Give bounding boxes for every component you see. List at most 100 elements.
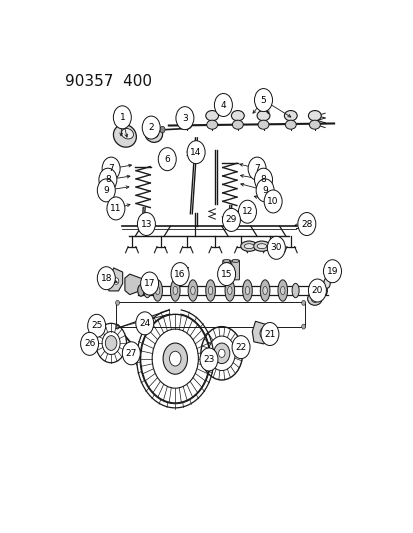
Ellipse shape: [242, 280, 252, 301]
Ellipse shape: [205, 280, 215, 301]
Circle shape: [99, 168, 116, 191]
Circle shape: [187, 141, 204, 164]
Ellipse shape: [121, 128, 133, 139]
Text: 25: 25: [91, 321, 102, 330]
Circle shape: [218, 349, 225, 358]
Text: 7: 7: [254, 164, 259, 173]
Circle shape: [254, 88, 272, 111]
Circle shape: [213, 343, 229, 364]
Circle shape: [115, 301, 119, 305]
Ellipse shape: [170, 280, 180, 301]
Ellipse shape: [291, 284, 299, 298]
Text: 12: 12: [241, 207, 252, 216]
Polygon shape: [108, 268, 122, 291]
Polygon shape: [125, 274, 144, 295]
Circle shape: [105, 336, 116, 350]
Text: 10: 10: [267, 197, 278, 206]
Text: 14: 14: [190, 148, 201, 157]
Ellipse shape: [244, 286, 249, 295]
Ellipse shape: [228, 228, 232, 231]
Ellipse shape: [149, 130, 158, 138]
Circle shape: [115, 324, 119, 329]
Text: 2: 2: [148, 123, 154, 132]
FancyBboxPatch shape: [231, 260, 239, 280]
Ellipse shape: [262, 286, 267, 295]
Circle shape: [140, 272, 158, 295]
Circle shape: [232, 336, 249, 359]
Circle shape: [88, 314, 105, 337]
Text: 18: 18: [100, 273, 112, 282]
Circle shape: [97, 179, 115, 202]
Circle shape: [254, 168, 272, 191]
Text: 16: 16: [174, 270, 185, 279]
Circle shape: [171, 263, 189, 286]
Ellipse shape: [188, 280, 197, 301]
Text: 21: 21: [263, 329, 275, 338]
Circle shape: [107, 197, 125, 220]
Ellipse shape: [208, 286, 212, 295]
Ellipse shape: [284, 110, 297, 121]
Text: 30: 30: [270, 244, 281, 252]
Ellipse shape: [206, 120, 217, 129]
Ellipse shape: [145, 125, 162, 142]
Text: 23: 23: [203, 355, 214, 364]
Ellipse shape: [138, 285, 144, 296]
Circle shape: [159, 126, 165, 133]
Ellipse shape: [309, 120, 320, 129]
Polygon shape: [252, 321, 275, 344]
Text: 6: 6: [164, 155, 170, 164]
Text: 20: 20: [311, 286, 322, 295]
Text: 22: 22: [235, 343, 246, 352]
Text: 19: 19: [326, 266, 337, 276]
Ellipse shape: [277, 280, 287, 301]
Ellipse shape: [308, 110, 320, 121]
Text: 9: 9: [261, 186, 267, 195]
Ellipse shape: [321, 285, 327, 296]
Circle shape: [238, 200, 256, 223]
Ellipse shape: [285, 120, 296, 129]
Ellipse shape: [223, 260, 229, 263]
Circle shape: [267, 236, 285, 260]
Ellipse shape: [232, 120, 243, 129]
Ellipse shape: [311, 295, 318, 302]
Text: 1: 1: [119, 113, 125, 122]
Circle shape: [142, 116, 160, 139]
Ellipse shape: [155, 286, 159, 295]
Text: 24: 24: [139, 319, 150, 328]
Circle shape: [81, 333, 98, 356]
Ellipse shape: [307, 292, 321, 305]
Ellipse shape: [180, 120, 192, 129]
Circle shape: [263, 190, 281, 213]
Ellipse shape: [113, 124, 136, 147]
Circle shape: [137, 213, 155, 236]
Ellipse shape: [90, 338, 95, 346]
Text: 4: 4: [220, 101, 225, 109]
Ellipse shape: [256, 244, 266, 248]
Circle shape: [323, 260, 341, 282]
Text: 3: 3: [182, 114, 188, 123]
Text: 26: 26: [84, 340, 95, 349]
Circle shape: [259, 327, 268, 339]
Circle shape: [113, 106, 131, 129]
Circle shape: [217, 263, 235, 286]
Ellipse shape: [180, 110, 192, 121]
Ellipse shape: [232, 260, 238, 263]
Circle shape: [163, 343, 187, 374]
Circle shape: [222, 208, 240, 231]
Ellipse shape: [190, 286, 195, 295]
Text: 17: 17: [143, 279, 155, 288]
Ellipse shape: [143, 284, 150, 298]
Ellipse shape: [173, 286, 177, 295]
Circle shape: [214, 93, 232, 117]
Ellipse shape: [227, 286, 232, 295]
Ellipse shape: [244, 244, 253, 248]
Circle shape: [114, 278, 119, 284]
Ellipse shape: [225, 280, 234, 301]
Circle shape: [247, 157, 266, 180]
Ellipse shape: [257, 120, 268, 129]
Ellipse shape: [323, 278, 330, 288]
Text: 7: 7: [108, 164, 114, 173]
Circle shape: [199, 348, 217, 371]
Circle shape: [158, 148, 176, 171]
Text: 28: 28: [300, 220, 312, 229]
